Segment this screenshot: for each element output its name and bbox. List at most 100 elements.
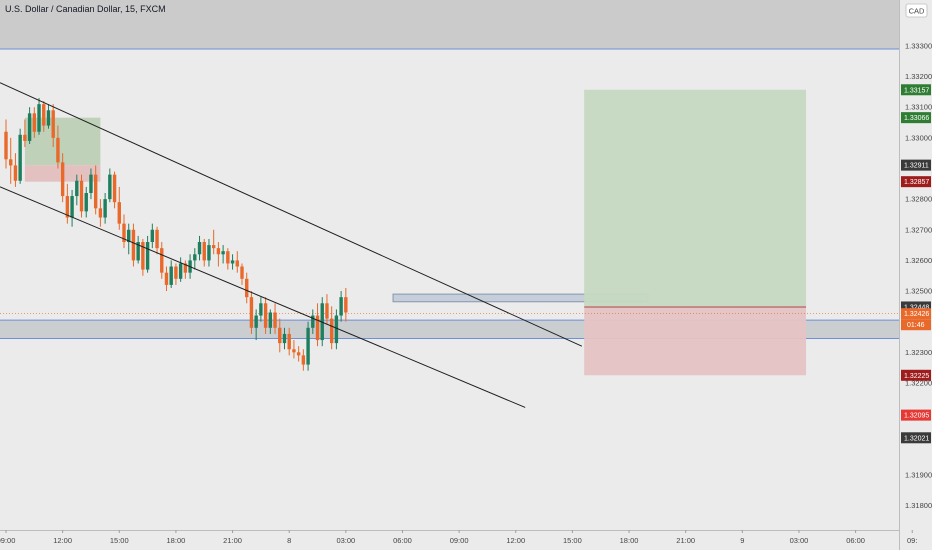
candle-body (103, 199, 107, 218)
candle (127, 223, 131, 255)
candle-body (145, 242, 150, 270)
candle-body (315, 315, 320, 341)
candle-body (202, 242, 206, 261)
price-tag-label: 1.32857 (904, 179, 929, 186)
candle (103, 193, 107, 224)
candle (325, 294, 329, 325)
candle (287, 327, 291, 356)
candle (245, 272, 249, 304)
price-tag-label: 1.32021 (904, 435, 929, 442)
trendline-layer (0, 82, 583, 408)
candle (27, 107, 32, 144)
candle-body (254, 315, 258, 328)
candle (282, 327, 287, 350)
time-tick-label: 18:00 (620, 536, 639, 545)
time-tick-label: 8 (287, 536, 291, 545)
lower-trendline[interactable] (0, 186, 526, 408)
candle-body (4, 131, 8, 160)
candle (221, 245, 225, 264)
candle (56, 125, 60, 169)
time-tick-label: 03:00 (336, 536, 355, 545)
candle-body (108, 174, 112, 200)
long-position-stop-zone (584, 306, 807, 376)
candle-body (197, 242, 202, 255)
candle (268, 309, 273, 334)
candle-body (117, 202, 121, 224)
candle (145, 235, 150, 273)
candle (240, 263, 244, 285)
candle-body (32, 113, 37, 132)
candle-body (292, 349, 296, 353)
candle-body (235, 260, 239, 267)
candle-body (42, 104, 46, 126)
candle (117, 186, 121, 230)
candle-body (211, 245, 216, 249)
price-tag: 1.32911 (901, 159, 931, 171)
price-tick-label: 1.31800 (905, 501, 932, 510)
price-tick-label: 1.33200 (905, 72, 932, 81)
candle (136, 235, 140, 264)
candle-body (46, 110, 51, 126)
price-tag-box (901, 308, 931, 320)
candle (211, 229, 216, 255)
candle (329, 306, 334, 350)
candle (46, 104, 51, 129)
candle (301, 349, 306, 371)
candle (155, 226, 159, 255)
price-tick-label: 1.32800 (905, 195, 932, 204)
price-tick-label: 1.33100 (905, 103, 932, 112)
candle-body (23, 134, 27, 141)
candle-body (84, 193, 88, 212)
candle-body (13, 165, 18, 181)
candle-body (311, 315, 315, 328)
candle (98, 199, 103, 227)
candle-body (150, 229, 155, 243)
candle-body (174, 266, 178, 279)
time-tick-label: 06:00 (846, 536, 865, 545)
candle-body (263, 303, 268, 328)
candle-body (216, 248, 221, 255)
candle (311, 309, 315, 334)
candle-body (164, 272, 169, 285)
price-tag-box (901, 176, 931, 188)
candle-body (131, 229, 136, 261)
price-tag-label: 1.32095 (904, 413, 929, 420)
candle-body (65, 196, 70, 218)
candle-body (259, 303, 263, 316)
candle-body (273, 312, 277, 328)
price-tag-label: 1.32911 (904, 163, 929, 170)
price-axis[interactable]: CAD 1.333001.332001.331001.330001.328001… (899, 0, 932, 550)
candle (89, 168, 93, 200)
time-tick-label: 12:00 (53, 536, 72, 545)
currency-badge-box[interactable] (905, 3, 928, 18)
time-axis[interactable]: 09:0012:0015:0018:0021:00803:0006:0009:0… (0, 530, 917, 550)
price-tag: 1.33066 (901, 112, 931, 124)
price-tag: 1.32448 (901, 301, 931, 313)
candle-body (221, 251, 225, 255)
price-tick-labels: 1.33300 1.33200 1.33100 1.33000 1.32800 1.327… (905, 41, 932, 510)
price-tick-label: 1.31900 (905, 470, 932, 479)
candle (296, 346, 301, 362)
candle-body (193, 254, 197, 261)
candle (131, 223, 136, 267)
candle-body (301, 355, 306, 365)
candle (230, 254, 235, 270)
price-tick-label: 1.33300 (905, 41, 932, 50)
price-tick-label: 1.33000 (905, 133, 932, 142)
candle (254, 309, 258, 341)
candle-body (245, 278, 249, 298)
candle-body (56, 137, 60, 163)
price-axis-background (899, 0, 932, 550)
candle-body (230, 260, 235, 264)
resistance-band (0, 0, 899, 50)
upper-trendline[interactable] (0, 82, 583, 347)
candle-body (160, 248, 164, 273)
price-tag-label: 1.32448 (904, 304, 929, 311)
price-tag-box (901, 112, 931, 124)
time-tick-label: 15:00 (110, 536, 129, 545)
time-tick-label: 09:00 (0, 536, 15, 545)
candle (259, 297, 263, 322)
candle-body (249, 297, 254, 328)
time-tick-label: 03:00 (790, 536, 809, 545)
